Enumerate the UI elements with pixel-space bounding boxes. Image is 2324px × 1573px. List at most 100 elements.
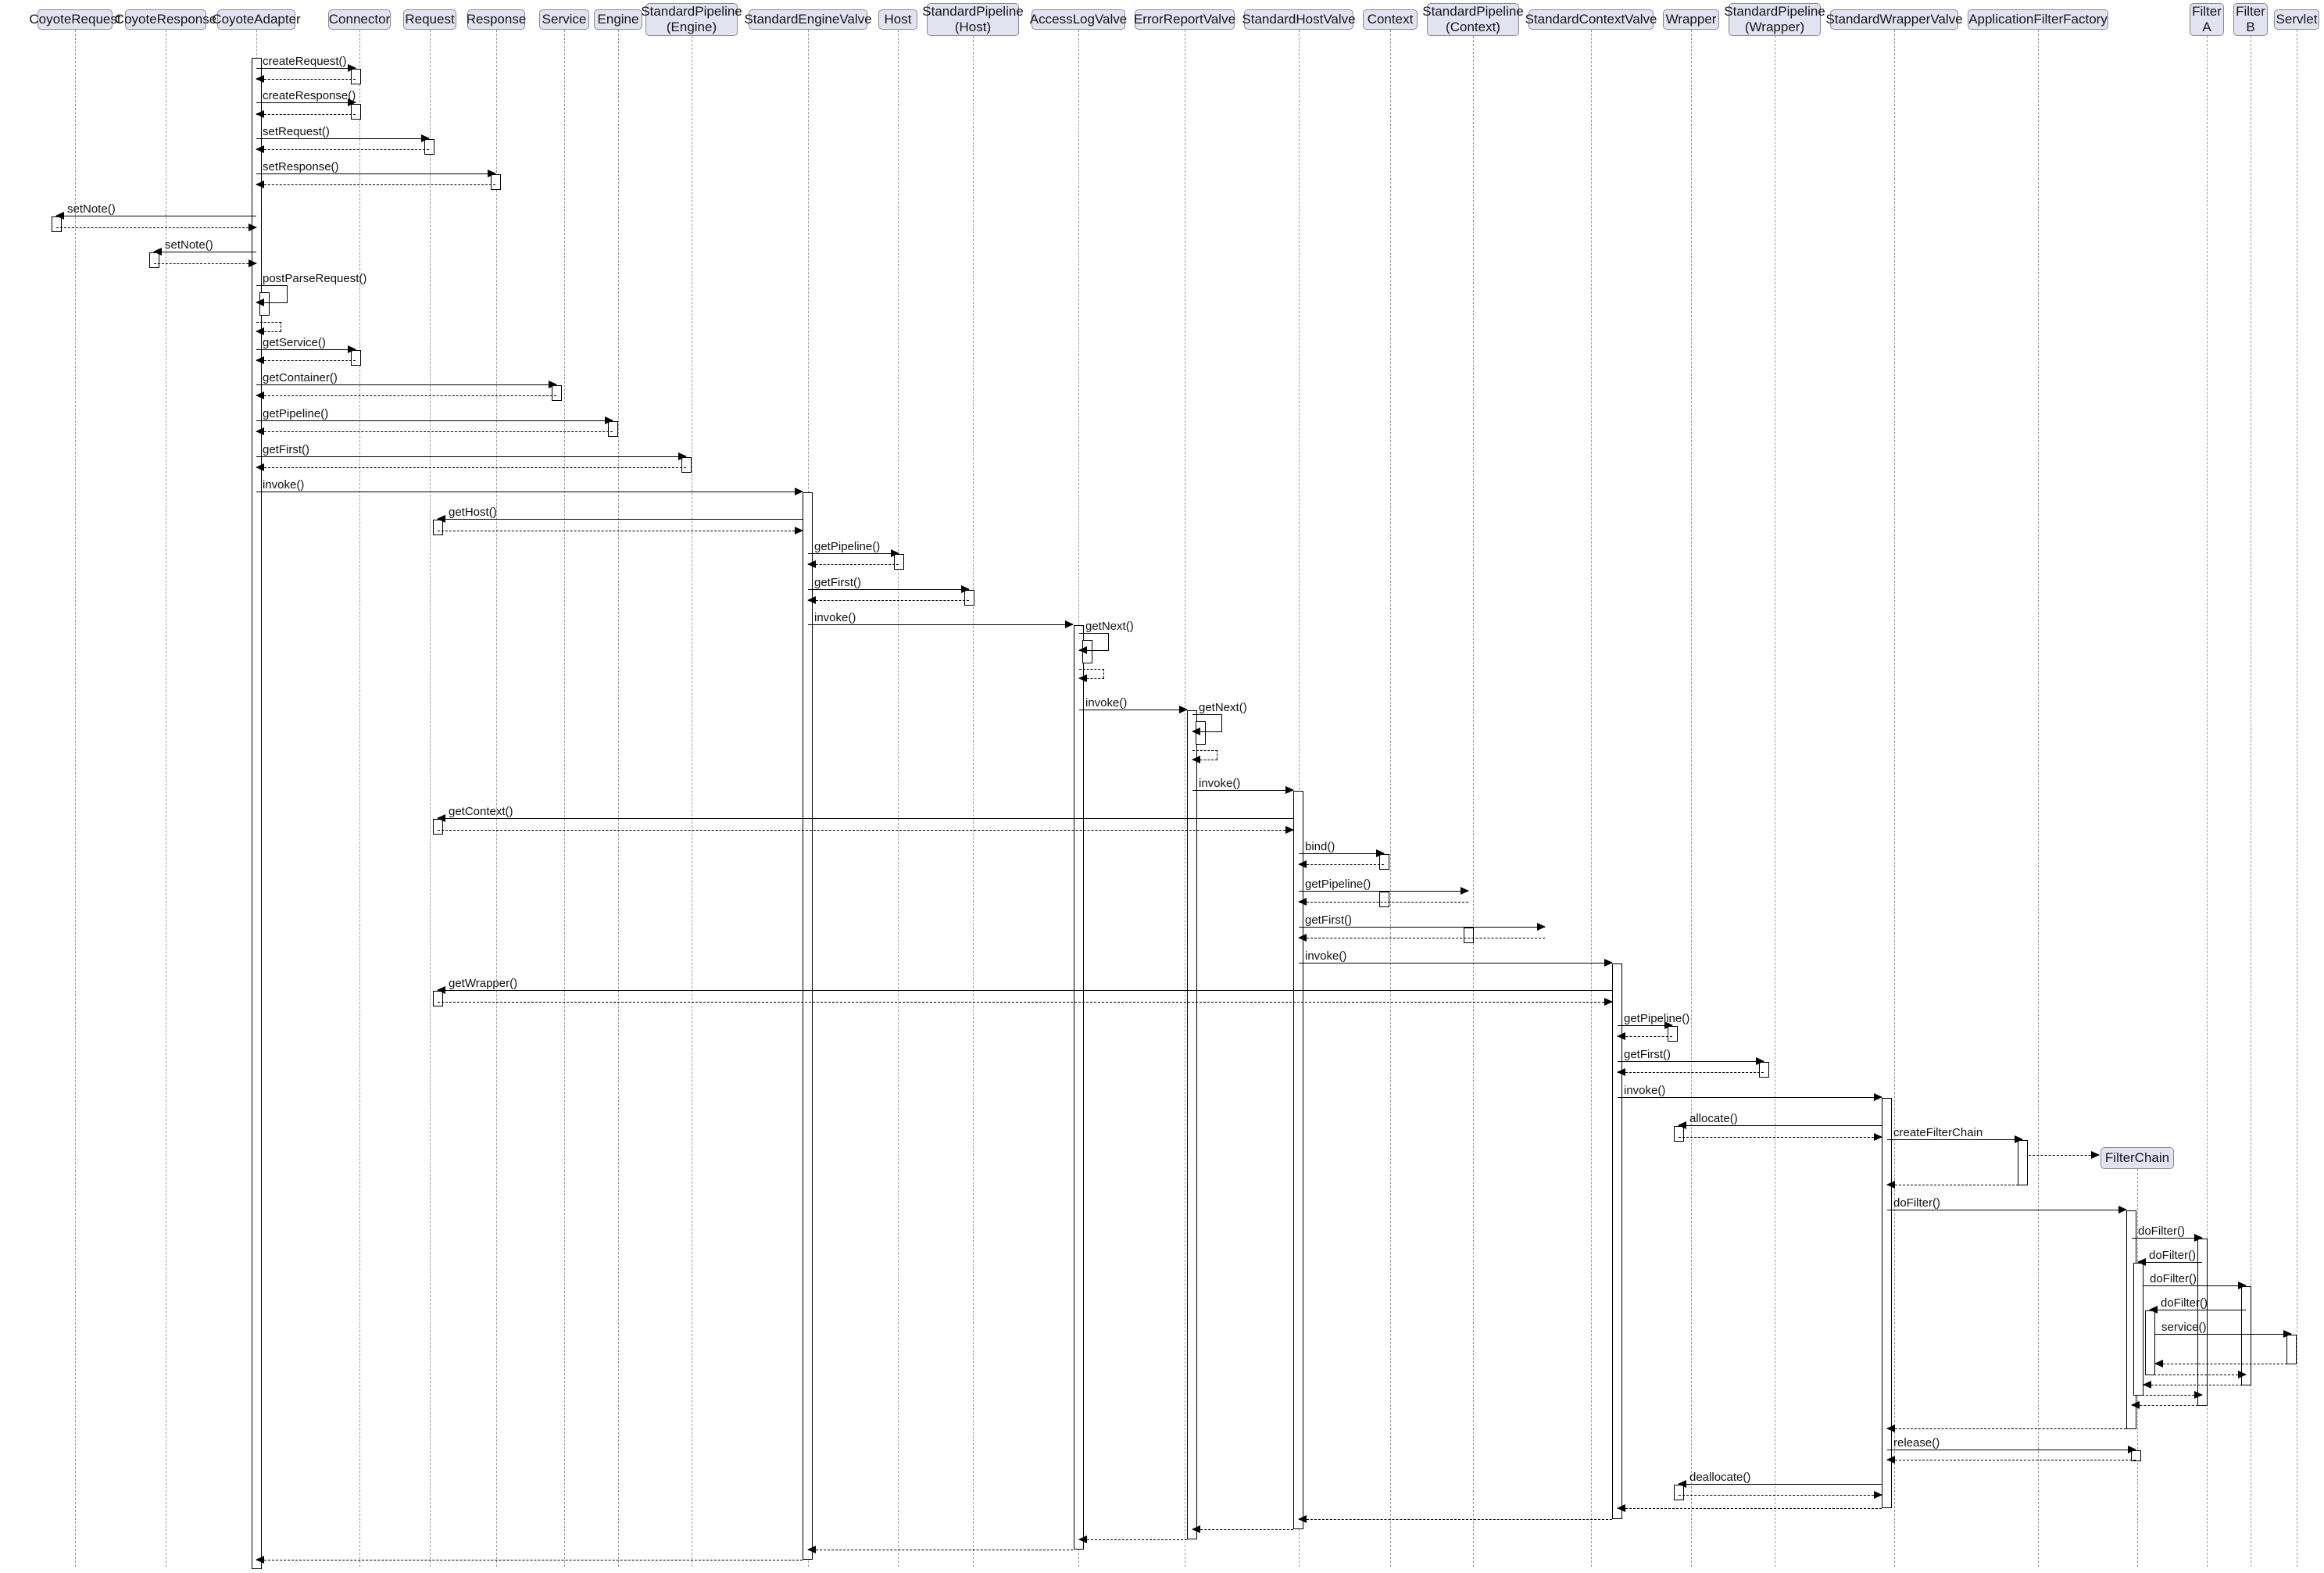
- arrow-head-icon: [1874, 1132, 1882, 1141]
- lifeline-service: [564, 30, 565, 1567]
- lifeline-wrapper: [1691, 30, 1692, 1567]
- self-message-bottom: [1192, 731, 1222, 732]
- participant-pipelineEngine[interactable]: StandardPipeline (Engine): [641, 3, 742, 36]
- message-label: doFilter(): [1893, 1196, 1941, 1210]
- message-label: deallocate(): [1689, 1471, 1751, 1484]
- self-message-right: [1221, 714, 1222, 731]
- message-label: createResponse(): [263, 89, 356, 102]
- message-label: doFilter(): [2161, 1296, 2208, 1310]
- arrow-head-icon: [256, 74, 264, 83]
- arrow-head-icon: [807, 559, 816, 568]
- message-line: [2155, 1334, 2291, 1335]
- arrow-head-icon: [1298, 1514, 1307, 1523]
- message-line: [256, 149, 429, 150]
- participant-pipelineContext[interactable]: StandardPipeline (Context): [1422, 3, 1524, 36]
- participant-servlet[interactable]: Servlet: [2274, 9, 2319, 30]
- arrow-head-icon: [1874, 1092, 1882, 1101]
- participant-wrapperValve[interactable]: StandardWrapperValve: [1825, 9, 1963, 30]
- participant-filterB[interactable]: Filter B: [2233, 3, 2268, 36]
- message-label: getPipeline(): [814, 540, 881, 553]
- message-line: [1079, 1539, 1187, 1540]
- participant-connector[interactable]: Connector: [328, 9, 391, 30]
- self-message-1: [1078, 633, 1109, 654]
- message-line: [256, 384, 556, 385]
- arrow-head-icon: [1886, 1424, 1895, 1432]
- message-line: [256, 114, 356, 115]
- participant-pipelineWrapper[interactable]: StandardPipeline (Wrapper): [1724, 3, 1825, 36]
- participant-errorReportValve[interactable]: ErrorReportValve: [1134, 9, 1235, 30]
- participant-coyoteRequest[interactable]: CoyoteRequest: [29, 9, 121, 30]
- message-line: [1679, 1125, 1882, 1126]
- message-line: [808, 624, 1073, 625]
- lifeline-filterA: [2207, 36, 2208, 1567]
- message-line: [256, 456, 686, 457]
- message-line: [808, 553, 899, 554]
- arrow-head-icon: [348, 98, 356, 106]
- participant-host[interactable]: Host: [878, 9, 917, 30]
- lifeline-host: [898, 30, 899, 1567]
- message-label: doFilter(): [2150, 1272, 2197, 1285]
- arrow-head-icon: [1298, 860, 1307, 868]
- message-line: [2138, 1395, 2202, 1396]
- participant-filterA[interactable]: Filter A: [2190, 3, 2224, 36]
- message-label: invoke(): [1624, 1084, 1666, 1097]
- message-label: getContext(): [449, 805, 513, 818]
- arrow-head-icon: [1192, 1525, 1200, 1533]
- message-label: service(): [2161, 1321, 2207, 1334]
- participant-request[interactable]: Request: [403, 9, 456, 30]
- self-message-return-2: [1192, 750, 1217, 763]
- participant-context[interactable]: Context: [1363, 9, 1418, 30]
- participant-engineValve[interactable]: StandardEngineValve: [744, 9, 872, 30]
- arrow-head-icon: [1678, 1121, 1686, 1129]
- arrow-head-icon: [2131, 1400, 2140, 1409]
- message-label: release(): [1893, 1436, 1940, 1450]
- self-message-right: [287, 285, 288, 302]
- message-line: [438, 990, 1612, 991]
- arrow-head-icon: [2238, 1370, 2247, 1378]
- message-label: getFirst(): [263, 443, 309, 456]
- arrow-head-icon: [891, 549, 899, 557]
- activation-pipeCtx-getFirst: [1464, 928, 1474, 943]
- arrow-head-icon: [1078, 674, 1087, 682]
- message-label: doFilter(): [2149, 1249, 2197, 1262]
- message-label: getContainer(): [263, 371, 338, 384]
- arrow-head-icon: [55, 211, 64, 220]
- participant-service[interactable]: Service: [539, 9, 589, 30]
- participant-accessLogValve[interactable]: AccessLogValve: [1030, 9, 1127, 30]
- arrow-head-icon: [2283, 1329, 2292, 1338]
- participant-wrapper[interactable]: Wrapper: [1663, 9, 1719, 30]
- message-line: [2029, 1155, 2099, 1156]
- arrow-head-icon: [256, 1555, 264, 1564]
- participant-hostValve[interactable]: StandardHostValve: [1242, 9, 1356, 30]
- participant-contextValve[interactable]: StandardContextValve: [1525, 9, 1657, 30]
- self-message-label: getNext(): [1085, 620, 1134, 633]
- arrow-head-icon: [248, 223, 257, 231]
- self-message-top: [256, 285, 288, 286]
- arrow-head-icon: [795, 487, 803, 495]
- message-line: [438, 818, 1293, 819]
- message-line: [256, 102, 356, 103]
- message-label: setRequest(): [263, 125, 330, 138]
- message-label: getPipeline(): [263, 407, 329, 420]
- message-line: [1192, 790, 1293, 791]
- arrow-head-icon: [1756, 1056, 1764, 1065]
- lifeline-pipelineHost: [973, 36, 974, 1567]
- self-message-top: [1192, 714, 1222, 715]
- activation-context-getPipe: [1379, 892, 1389, 907]
- participant-filterFactory[interactable]: ApplicationFilterFactory: [1968, 9, 2108, 30]
- participant-response[interactable]: Response: [467, 9, 526, 30]
- message-label: getFirst(): [1624, 1048, 1671, 1061]
- participant-coyoteAdapter[interactable]: CoyoteAdapter: [212, 9, 301, 30]
- participant-pipelineHost[interactable]: StandardPipeline (Host): [922, 3, 1024, 36]
- created-participant-filterChain[interactable]: FilterChain: [2101, 1147, 2174, 1169]
- message-line: [256, 349, 356, 350]
- message-line: [1618, 1061, 1764, 1062]
- participant-coyoteResponse[interactable]: CoyoteResponse: [115, 9, 216, 30]
- arrow-head-icon: [1078, 645, 1087, 654]
- lifeline-context: [1390, 30, 1391, 1567]
- participant-engine[interactable]: Engine: [594, 9, 642, 30]
- arrow-head-icon: [1664, 1021, 1673, 1029]
- message-line: [2143, 1285, 2246, 1286]
- arrow-head-icon: [348, 345, 356, 353]
- lifeline-filterFactory: [2038, 30, 2039, 1567]
